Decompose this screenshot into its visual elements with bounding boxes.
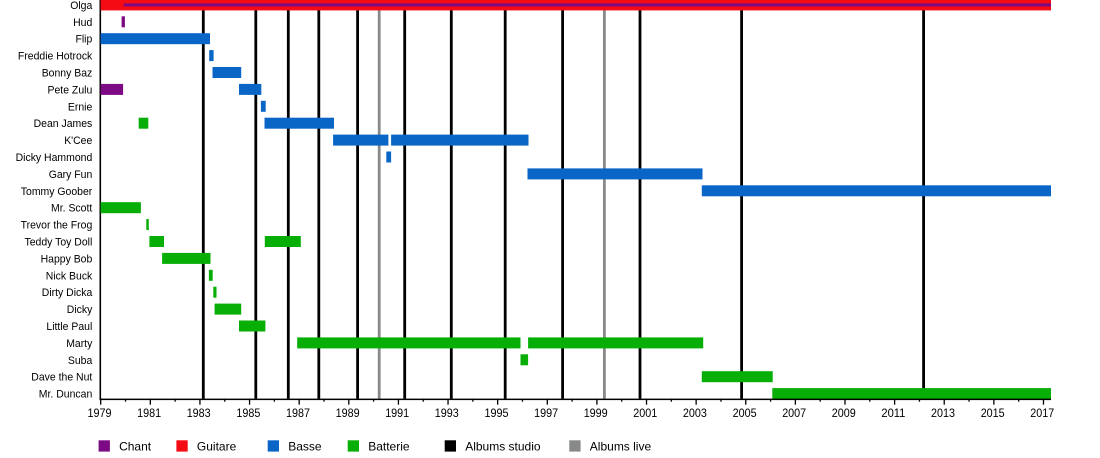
svg-text:1991: 1991 xyxy=(385,406,409,420)
svg-text:1989: 1989 xyxy=(336,406,360,420)
svg-text:Mr. Scott: Mr. Scott xyxy=(51,203,92,215)
svg-text:1995: 1995 xyxy=(485,406,509,420)
svg-text:Trevor the Frog: Trevor the Frog xyxy=(21,220,93,232)
svg-text:Bonny Baz: Bonny Baz xyxy=(42,68,93,80)
svg-text:2011: 2011 xyxy=(881,406,905,420)
svg-text:Pete Zulu: Pete Zulu xyxy=(48,84,93,96)
svg-text:Tommy Goober: Tommy Goober xyxy=(21,186,93,198)
svg-text:2013: 2013 xyxy=(931,406,955,420)
svg-text:1979: 1979 xyxy=(88,406,112,420)
svg-text:Little Paul: Little Paul xyxy=(46,321,92,333)
svg-text:2003: 2003 xyxy=(683,406,707,420)
svg-text:1981: 1981 xyxy=(137,406,161,420)
svg-text:Teddy Toy Doll: Teddy Toy Doll xyxy=(25,237,93,249)
svg-text:2017: 2017 xyxy=(1030,406,1054,420)
svg-text:Suba: Suba xyxy=(68,355,93,367)
svg-text:Freddie Hotrock: Freddie Hotrock xyxy=(18,51,93,63)
svg-text:Nick Buck: Nick Buck xyxy=(46,270,93,282)
svg-text:Gary Fun: Gary Fun xyxy=(49,169,93,181)
svg-text:2005: 2005 xyxy=(733,406,757,420)
svg-text:Basse: Basse xyxy=(288,439,322,453)
svg-text:Flip: Flip xyxy=(76,34,93,46)
svg-text:Dean James: Dean James xyxy=(34,118,93,130)
svg-text:Olga: Olga xyxy=(70,0,93,12)
svg-text:Albums live: Albums live xyxy=(590,439,652,453)
svg-text:2015: 2015 xyxy=(981,406,1005,420)
svg-text:1985: 1985 xyxy=(236,406,260,420)
svg-text:Guitare: Guitare xyxy=(197,439,237,453)
svg-text:Dirty Dicka: Dirty Dicka xyxy=(42,287,93,299)
svg-text:2009: 2009 xyxy=(832,406,856,420)
svg-text:1983: 1983 xyxy=(187,406,211,420)
svg-text:Chant: Chant xyxy=(119,439,152,453)
svg-text:Dicky: Dicky xyxy=(67,304,93,316)
svg-text:1987: 1987 xyxy=(286,406,310,420)
svg-text:Ernie: Ernie xyxy=(68,101,92,113)
svg-text:2001: 2001 xyxy=(633,406,657,420)
svg-text:1997: 1997 xyxy=(534,406,558,420)
svg-text:Mr. Duncan: Mr. Duncan xyxy=(39,389,93,401)
svg-text:Albums studio: Albums studio xyxy=(465,439,541,453)
svg-text:K'Cee: K'Cee xyxy=(64,135,92,147)
svg-text:Dicky Hammond: Dicky Hammond xyxy=(16,152,93,164)
svg-text:Marty: Marty xyxy=(66,338,93,350)
svg-text:Batterie: Batterie xyxy=(368,439,410,453)
svg-text:1999: 1999 xyxy=(584,406,608,420)
svg-text:Hud: Hud xyxy=(73,17,92,29)
svg-text:2007: 2007 xyxy=(782,406,806,420)
svg-text:1993: 1993 xyxy=(435,406,459,420)
svg-text:Happy Bob: Happy Bob xyxy=(41,253,93,265)
svg-text:Dave the Nut: Dave the Nut xyxy=(31,372,92,384)
